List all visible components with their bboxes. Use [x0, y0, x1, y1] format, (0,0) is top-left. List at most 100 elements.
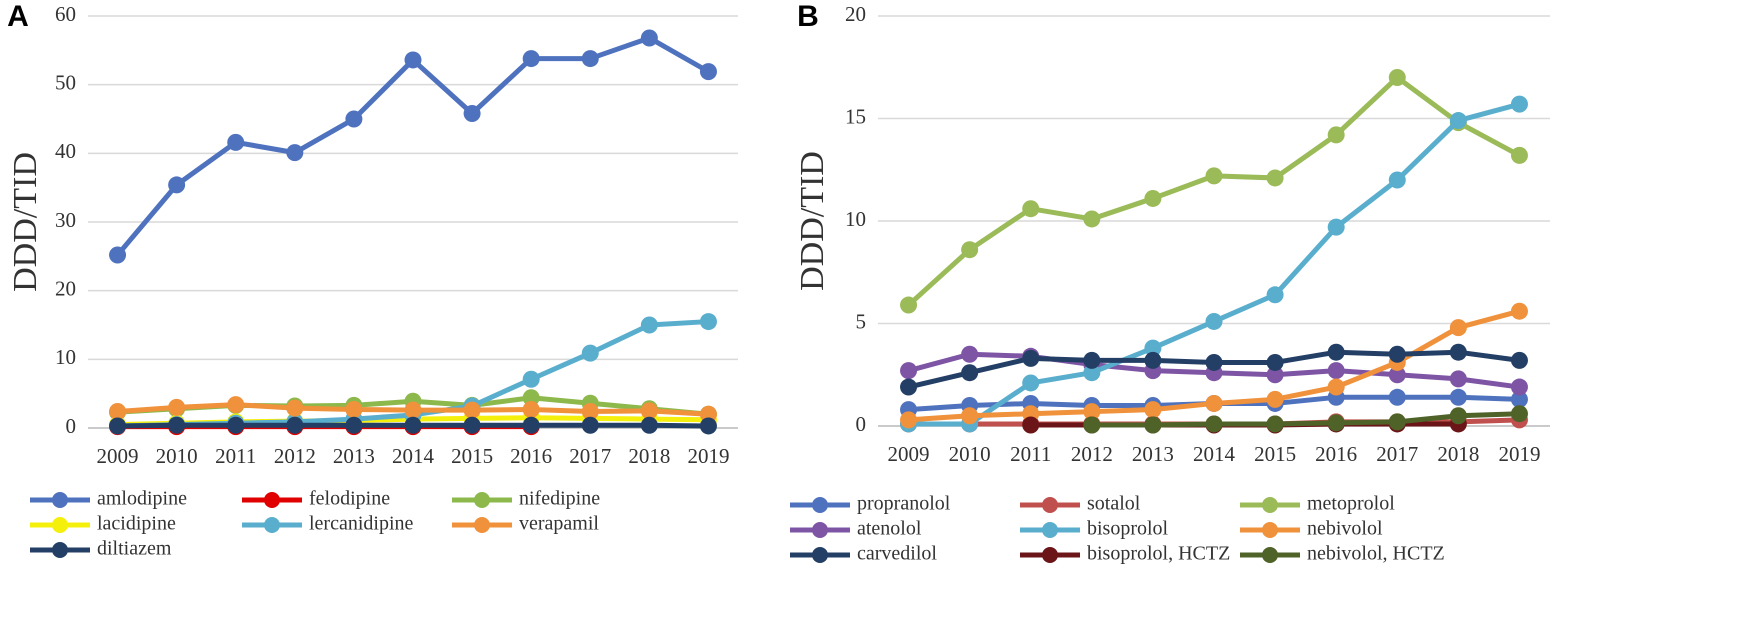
data-point	[522, 389, 540, 407]
y-tick-label: 0	[856, 412, 867, 436]
data-point	[699, 63, 717, 81]
x-tick-label: 2018	[628, 444, 670, 468]
data-point	[1022, 374, 1040, 392]
x-tick-label: 2019	[1498, 442, 1540, 466]
data-point	[699, 405, 717, 423]
legend-marker	[264, 517, 280, 533]
legend-label: bisoprolol, HCTZ	[1087, 543, 1230, 565]
y-tick-label: 50	[55, 70, 76, 94]
y-tick-label: 60	[55, 2, 76, 26]
panel-label: A	[7, 0, 29, 33]
data-point	[109, 417, 127, 435]
x-tick-label: 2018	[1437, 442, 1479, 466]
data-point	[1205, 167, 1223, 185]
legend-marker	[1042, 497, 1058, 513]
data-point	[1083, 364, 1101, 382]
data-point	[1144, 339, 1162, 357]
data-point	[1144, 401, 1162, 419]
legend-label: amlodipine	[97, 488, 187, 510]
legend-label: metoprolol	[1307, 493, 1395, 515]
legend-marker	[1262, 497, 1278, 513]
legend-marker	[1042, 547, 1058, 563]
data-point	[1327, 362, 1345, 380]
legend-label: sotalol	[1087, 493, 1141, 515]
legend-marker	[1262, 522, 1278, 538]
data-point	[1327, 378, 1345, 396]
data-point	[1266, 415, 1284, 433]
x-tick-label: 2010	[949, 442, 991, 466]
x-tick-label: 2017	[569, 444, 611, 468]
data-point	[1083, 351, 1101, 369]
data-point	[1205, 353, 1223, 371]
data-point	[286, 399, 304, 417]
legend-marker	[474, 517, 490, 533]
data-point	[1510, 95, 1528, 113]
data-point	[1083, 210, 1101, 228]
data-point	[1327, 343, 1345, 361]
x-tick-label: 2012	[1071, 442, 1113, 466]
data-point	[961, 241, 979, 259]
data-point	[699, 417, 717, 435]
y-tick-label: 20	[55, 276, 76, 300]
x-tick-label: 2009	[888, 442, 930, 466]
data-point	[1449, 112, 1467, 130]
data-point	[1510, 390, 1528, 408]
legend-label: lacidipine	[97, 513, 176, 535]
x-tick-label: 2014	[392, 444, 435, 468]
data-point	[1388, 171, 1406, 189]
data-point	[1205, 415, 1223, 433]
data-point	[640, 402, 658, 420]
data-point	[1388, 366, 1406, 384]
data-point	[1144, 189, 1162, 207]
data-point	[168, 398, 186, 416]
data-point	[522, 50, 540, 68]
y-tick-label: 10	[845, 207, 866, 231]
data-point	[1449, 319, 1467, 337]
data-point	[345, 110, 363, 128]
x-tick-label: 2012	[274, 444, 316, 468]
data-point	[1205, 394, 1223, 412]
data-point	[1388, 388, 1406, 406]
data-point	[1144, 351, 1162, 369]
data-point	[109, 403, 127, 421]
legend-marker	[812, 497, 828, 513]
legend-marker	[1042, 522, 1058, 538]
data-point	[227, 133, 245, 151]
data-point	[961, 407, 979, 425]
x-tick-label: 2011	[215, 444, 256, 468]
data-point	[1510, 351, 1528, 369]
x-tick-label: 2017	[1376, 442, 1418, 466]
legend-label: nifedipine	[519, 488, 600, 510]
data-point	[1510, 378, 1528, 396]
y-axis-title: DDD/TID	[7, 152, 44, 292]
legend-marker	[812, 547, 828, 563]
legend-marker	[812, 522, 828, 538]
legend-marker	[264, 492, 280, 508]
y-tick-label: 5	[856, 309, 867, 333]
y-tick-label: 15	[845, 104, 866, 128]
legend-marker	[52, 542, 68, 558]
x-tick-label: 2016	[510, 444, 552, 468]
legend-marker	[52, 517, 68, 533]
data-point	[640, 316, 658, 334]
data-point	[463, 105, 481, 123]
legend-marker	[52, 492, 68, 508]
legend-label: atenolol	[857, 518, 922, 540]
data-point	[1022, 349, 1040, 367]
data-point	[1083, 403, 1101, 421]
legend-label: bisoprolol	[1087, 518, 1169, 540]
y-tick-label: 20	[845, 2, 866, 26]
legend-marker	[474, 492, 490, 508]
legend-label: diltiazem	[97, 538, 172, 560]
series-line	[1091, 411, 1520, 428]
data-point	[900, 296, 918, 314]
data-point	[168, 416, 186, 434]
data-point	[699, 313, 717, 331]
x-tick-label: 2009	[97, 444, 139, 468]
data-point	[1266, 366, 1284, 384]
legend-label: lercanidipine	[309, 513, 414, 535]
x-tick-label: 2015	[451, 444, 493, 468]
data-point	[1510, 146, 1528, 164]
data-point	[345, 416, 363, 434]
